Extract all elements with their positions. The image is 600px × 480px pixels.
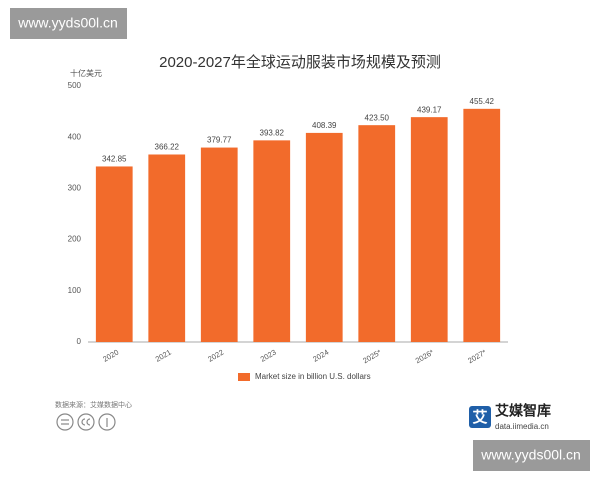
legend-swatch xyxy=(238,373,250,381)
bar xyxy=(463,108,501,343)
y-tick-label: 0 xyxy=(77,337,82,346)
bar xyxy=(305,132,343,342)
value-label: 366.22 xyxy=(155,143,180,152)
y-tick-label: 200 xyxy=(68,235,82,244)
bar xyxy=(200,147,238,342)
logo-name: 艾媒智库 xyxy=(495,403,551,419)
watermark-box xyxy=(473,440,590,471)
y-tick-label: 300 xyxy=(68,184,82,193)
bar xyxy=(95,166,133,342)
value-label: 393.82 xyxy=(260,128,285,137)
watermark: www.yyds00l.cn xyxy=(480,447,581,463)
legend-label: Market size in billion U.S. dollars xyxy=(255,372,371,381)
watermark-box xyxy=(10,8,127,39)
value-label: 342.85 xyxy=(102,155,127,164)
bar xyxy=(148,154,186,342)
y-tick-label: 500 xyxy=(68,81,82,90)
y-tick-label: 100 xyxy=(68,286,82,295)
bar xyxy=(358,125,396,342)
value-label: 408.39 xyxy=(312,121,337,130)
value-label: 455.42 xyxy=(470,97,495,106)
logo-url: data.iimedia.cn xyxy=(495,422,549,431)
logo-mark-bg xyxy=(469,406,491,428)
license-icons xyxy=(56,413,116,431)
value-label: 379.77 xyxy=(207,136,232,145)
value-label: 423.50 xyxy=(365,113,390,122)
watermark: www.yyds00l.cn xyxy=(17,15,118,31)
y-axis-label: 十亿美元 xyxy=(70,68,102,78)
logo-mark: 艾 xyxy=(472,409,487,426)
bar xyxy=(410,117,448,342)
source: 数据来源：艾媒数据中心 xyxy=(55,400,132,409)
value-label: 439.17 xyxy=(417,105,442,114)
bar xyxy=(253,140,291,342)
chart-title: 2020-2027年全球运动服装市场规模及预测 xyxy=(159,53,441,71)
y-tick-label: 400 xyxy=(68,132,82,141)
